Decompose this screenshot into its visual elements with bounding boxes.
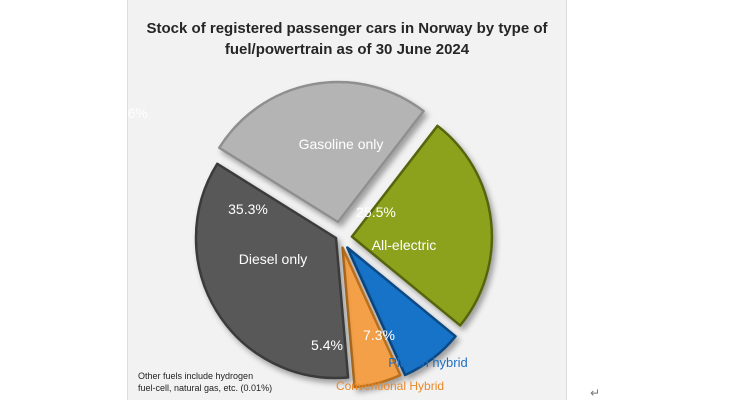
pie-slice-diesel <box>194 162 350 380</box>
legend-label-conventional: Conventional Hybrid <box>336 379 444 393</box>
chart-title: Stock of registered passenger cars in No… <box>128 18 566 60</box>
pie-slice-electric <box>350 124 494 327</box>
pie-label-name-electric: All-electric <box>372 237 437 253</box>
footnote-line-2: fuel-cell, natural gas, etc. (0.01%) <box>138 383 273 393</box>
chart-title-line-1: Stock of registered passenger cars in No… <box>146 20 548 37</box>
pie-chart: 26.6% Gasoline only 25.5% All-electric 7.3% P… <box>128 80 494 393</box>
pie-label-value-electric: 25.5% <box>356 204 396 220</box>
pie-label-name-gasoline: Gasoline only <box>299 136 384 152</box>
pie-slice-plugin <box>346 246 457 377</box>
chart-panel: Stock of registered passenger cars in No… <box>127 0 567 400</box>
footnote-line-1: Other fuels include hydrogen <box>138 371 254 381</box>
footnote: Other fuels include hydrogen fuel-cell, … <box>138 370 338 394</box>
legend-label-plugin: Plug-in hybrid <box>388 355 468 370</box>
pie-label-value-gasoline: 26.6% <box>128 105 148 121</box>
chart-title-line-2: fuel/powertrain as of 30 June 2024 <box>224 41 470 58</box>
return-mark: ↵ <box>590 386 601 400</box>
pie-slice-gasoline <box>218 80 425 224</box>
pie-label-name-diesel: Diesel only <box>239 251 307 267</box>
pie-label-value-plugin: 7.3% <box>363 327 395 343</box>
pie-slice-conventional <box>341 246 402 389</box>
pie-label-value-diesel: 35.3% <box>228 201 268 217</box>
pie-label-value-conventional: 5.4% <box>311 337 343 353</box>
